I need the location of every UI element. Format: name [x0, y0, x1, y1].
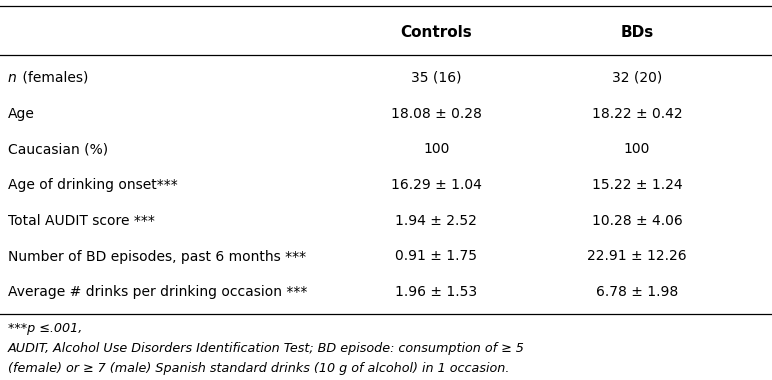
Text: Controls: Controls	[401, 25, 472, 40]
Text: 32 (20): 32 (20)	[611, 71, 662, 85]
Text: (female) or ≥ 7 (male) Spanish standard drinks (10 g of alcohol) in 1 occasion.: (female) or ≥ 7 (male) Spanish standard …	[8, 362, 509, 375]
Text: Age: Age	[8, 107, 35, 120]
Text: 15.22 ± 1.24: 15.22 ± 1.24	[591, 178, 682, 192]
Text: Age of drinking onset***: Age of drinking onset***	[8, 178, 178, 192]
Text: 18.22 ± 0.42: 18.22 ± 0.42	[591, 107, 682, 120]
Text: 18.08 ± 0.28: 18.08 ± 0.28	[391, 107, 482, 120]
Text: 100: 100	[423, 142, 449, 156]
Text: 35 (16): 35 (16)	[411, 71, 462, 85]
Text: Number of BD episodes, past 6 months ***: Number of BD episodes, past 6 months ***	[8, 250, 306, 263]
Text: Caucasian (%): Caucasian (%)	[8, 142, 108, 156]
Text: 6.78 ± 1.98: 6.78 ± 1.98	[596, 285, 678, 299]
Text: 1.96 ± 1.53: 1.96 ± 1.53	[395, 285, 477, 299]
Text: (females): (females)	[18, 71, 88, 85]
Text: Total AUDIT score ***: Total AUDIT score ***	[8, 214, 154, 228]
Text: Average # drinks per drinking occasion ***: Average # drinks per drinking occasion *…	[8, 285, 307, 299]
Text: 0.91 ± 1.75: 0.91 ± 1.75	[395, 250, 477, 263]
Text: n: n	[8, 71, 16, 85]
Text: 100: 100	[624, 142, 650, 156]
Text: BDs: BDs	[620, 25, 654, 40]
Text: AUDIT, Alcohol Use Disorders Identification Test; BD episode: consumption of ≥ 5: AUDIT, Alcohol Use Disorders Identificat…	[8, 342, 525, 355]
Text: ***p ≤.001,: ***p ≤.001,	[8, 322, 82, 335]
Text: 1.94 ± 2.52: 1.94 ± 2.52	[395, 214, 477, 228]
Text: 10.28 ± 4.06: 10.28 ± 4.06	[591, 214, 682, 228]
Text: 22.91 ± 12.26: 22.91 ± 12.26	[587, 250, 687, 263]
Text: 16.29 ± 1.04: 16.29 ± 1.04	[391, 178, 482, 192]
